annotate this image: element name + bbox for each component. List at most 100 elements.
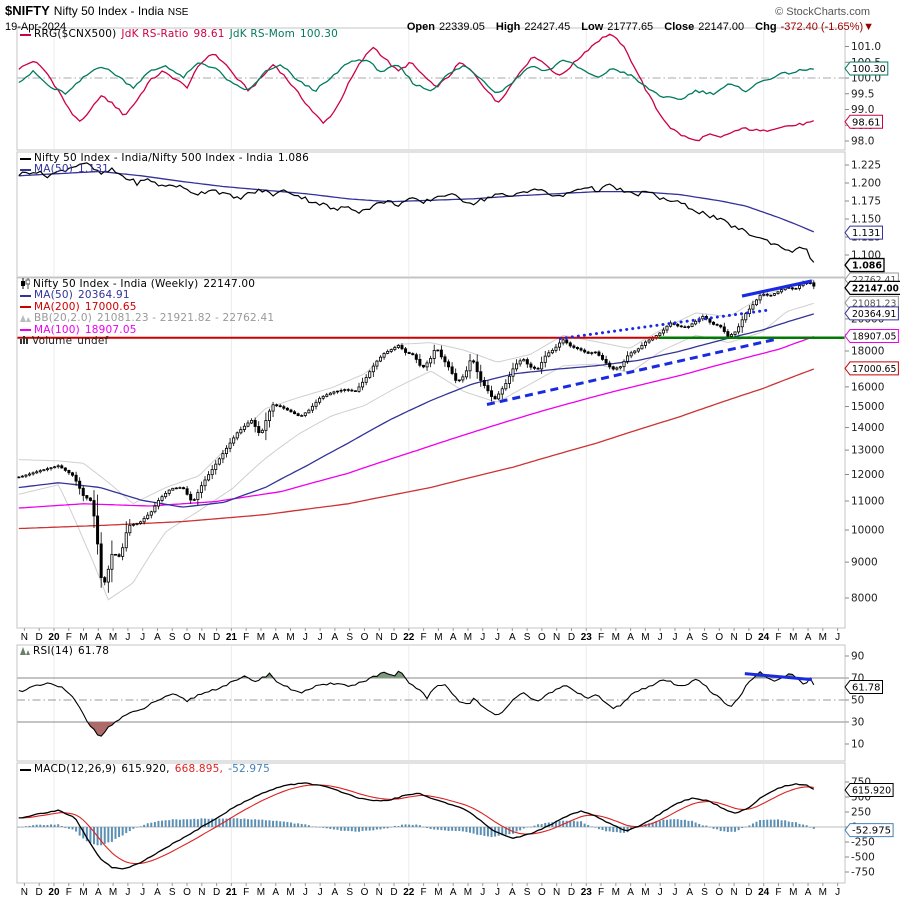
svg-text:17000.65: 17000.65 bbox=[852, 364, 896, 375]
svg-text:22762.41: 22762.41 bbox=[852, 275, 896, 286]
macd-name: MACD(12,26,9) bbox=[34, 763, 117, 775]
axis-tick-label: 12000 bbox=[851, 469, 884, 481]
ratio-name: Nifty 50 Index - India/Nifty 500 Index -… bbox=[34, 152, 273, 164]
rrg-panel-border bbox=[16, 27, 846, 151]
low-value: 21777.65 bbox=[607, 21, 654, 33]
month-label: D bbox=[745, 887, 752, 898]
macd-histogram bbox=[17, 817, 815, 846]
month-label: J bbox=[480, 632, 485, 643]
month-label: N bbox=[198, 887, 205, 898]
down-triangle-icon: ▼ bbox=[863, 21, 874, 33]
month-label: F bbox=[598, 887, 604, 898]
month-label: S bbox=[346, 887, 353, 898]
overlay-ma-100- bbox=[18, 335, 815, 509]
month-label: O bbox=[361, 887, 369, 898]
month-label: A bbox=[627, 632, 634, 643]
rsi-panel-border bbox=[16, 644, 846, 762]
month-label: M bbox=[789, 632, 797, 643]
month-label: A bbox=[686, 632, 693, 643]
ticker-symbol: $NIFTY bbox=[5, 3, 50, 18]
month-label: J bbox=[125, 632, 130, 643]
month-label: J bbox=[835, 887, 840, 898]
month-label: S bbox=[701, 887, 708, 898]
month-label: M bbox=[257, 887, 265, 898]
month-label: F bbox=[66, 887, 72, 898]
month-label: S bbox=[524, 887, 531, 898]
rs-ratio-value: 98.61 bbox=[193, 28, 225, 40]
axis-tick-label: 1.225 bbox=[851, 160, 881, 172]
month-label: J bbox=[658, 632, 663, 643]
month-label: M bbox=[819, 887, 827, 898]
month-label: J bbox=[125, 887, 130, 898]
rsi-divergence-line bbox=[744, 672, 813, 682]
open-label: Open bbox=[406, 21, 435, 33]
month-label: O bbox=[538, 887, 546, 898]
month-label: N bbox=[198, 632, 205, 643]
macd-line-icon bbox=[20, 768, 31, 771]
close-value: 22147.00 bbox=[698, 21, 745, 33]
month-label: S bbox=[169, 887, 176, 898]
month-label: N bbox=[730, 887, 737, 898]
month-label: F bbox=[421, 632, 427, 643]
svg-text:615.920: 615.920 bbox=[852, 786, 891, 797]
overlay-ma-200- bbox=[18, 368, 815, 530]
rsi-name: RSI(14) bbox=[33, 645, 74, 657]
price-title-value: 22147.00 bbox=[203, 278, 256, 290]
month-label: D bbox=[213, 632, 220, 643]
macd-panel-border bbox=[16, 762, 846, 884]
axis-tick-label: 14000 bbox=[851, 422, 884, 434]
rsi-legend: RSI(14) 61.78 bbox=[20, 645, 109, 657]
time-axis: NNDD2020FFMMAAMMJJJJAASSOONNDD2121FFMMAA… bbox=[21, 628, 840, 898]
month-label: F bbox=[243, 632, 249, 643]
month-label: F bbox=[598, 632, 604, 643]
ma200-label: MA(200) bbox=[34, 300, 80, 313]
axis-value-tag: 20364.91 bbox=[844, 306, 899, 321]
month-label: M bbox=[109, 887, 117, 898]
high-value: 22427.45 bbox=[524, 21, 571, 33]
axis-value-tag: 18907.05 bbox=[844, 329, 899, 344]
axis-tick-label: 10000 bbox=[851, 525, 884, 537]
month-label: M bbox=[109, 632, 117, 643]
volume-value: undef bbox=[77, 334, 109, 347]
ma200-value: 17000.65 bbox=[84, 300, 137, 313]
macd-panel bbox=[17, 782, 845, 870]
month-label: A bbox=[686, 887, 693, 898]
month-label: S bbox=[701, 632, 708, 643]
price-legend: Nifty 50 Index - India (Weekly) 22147.00… bbox=[20, 277, 274, 347]
month-label: A bbox=[272, 887, 279, 898]
axis-tick-label: -250 bbox=[851, 837, 875, 849]
svg-text:1.086: 1.086 bbox=[852, 261, 882, 272]
low-label: Low bbox=[581, 21, 604, 33]
ratio-line-icon bbox=[20, 157, 31, 160]
axis-tick-label: 99.5 bbox=[851, 88, 874, 100]
month-label: J bbox=[303, 632, 308, 643]
axis-value-tag: -52.975 bbox=[844, 823, 894, 838]
svg-text:-52.975: -52.975 bbox=[852, 826, 891, 837]
rs-ratio-label: JdK RS-Ratio bbox=[121, 28, 189, 40]
month-label: A bbox=[154, 887, 161, 898]
month-label: O bbox=[183, 887, 191, 898]
month-label: O bbox=[715, 632, 723, 643]
trendline-dashed bbox=[486, 338, 775, 406]
axis-tick-label: 18000 bbox=[851, 345, 884, 357]
rrg-series-mom bbox=[18, 59, 814, 100]
month-label: D bbox=[390, 632, 397, 643]
month-label: A bbox=[627, 887, 634, 898]
ratio-ma50-line bbox=[18, 170, 815, 233]
svg-text:1.131: 1.131 bbox=[852, 228, 881, 239]
month-label: J bbox=[658, 887, 663, 898]
month-label: J bbox=[140, 632, 145, 643]
svg-text:21081.23: 21081.23 bbox=[852, 298, 896, 309]
month-label: N bbox=[21, 887, 28, 898]
rsi-overbought-fill bbox=[240, 671, 797, 678]
copyright: © StockCharts.com bbox=[775, 6, 870, 18]
axis-value-tag: 100.30 bbox=[844, 61, 889, 76]
svg-text:22147.00: 22147.00 bbox=[852, 283, 899, 294]
month-label: J bbox=[140, 887, 145, 898]
month-label: M bbox=[79, 887, 87, 898]
axis-tick-label: 250 bbox=[851, 807, 871, 819]
chart-date: 19-Apr-2024 bbox=[5, 21, 67, 33]
month-label: 20 bbox=[48, 632, 60, 643]
axis-tick-label: 99.0 bbox=[851, 104, 874, 116]
month-label: A bbox=[95, 887, 102, 898]
